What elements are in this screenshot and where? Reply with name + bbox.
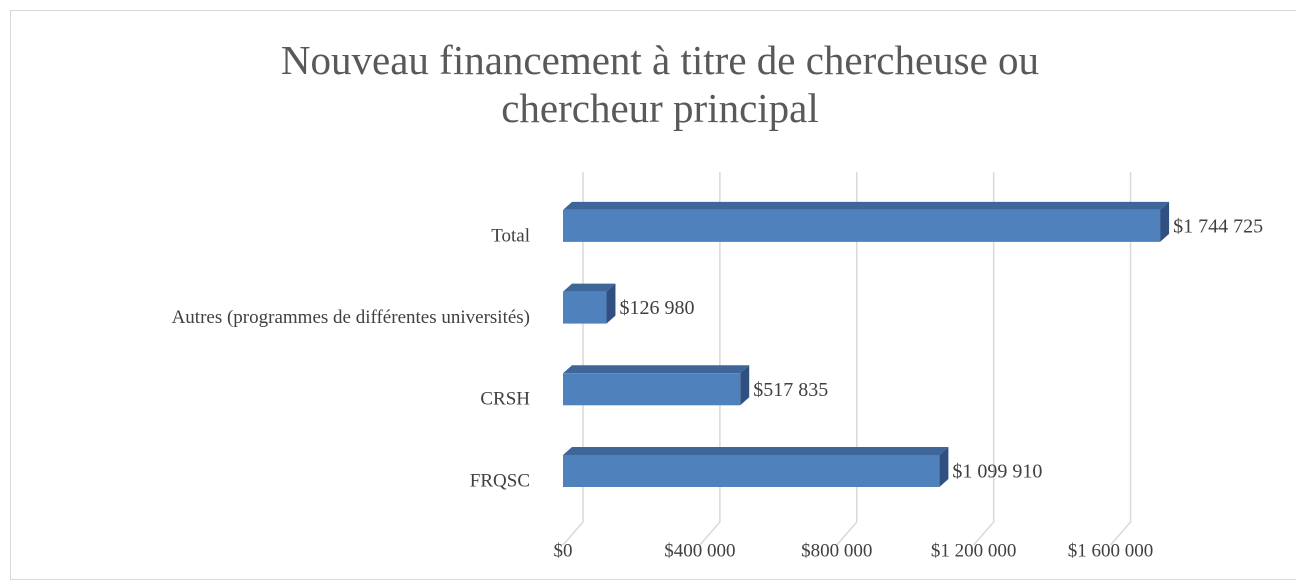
x-tick-label: $0: [554, 540, 573, 561]
x-tick-label: $400 000: [664, 540, 735, 561]
bar-side: [606, 283, 616, 324]
bar-side: [939, 447, 949, 487]
bar-top: [563, 447, 949, 455]
grid-line: [1109, 172, 1132, 546]
bar: [563, 455, 940, 487]
bar: [563, 291, 607, 324]
grid-line: [699, 172, 721, 546]
bar-side: [1160, 201, 1170, 242]
bar-side: [740, 365, 750, 406]
y-tick-label: FRQSC: [470, 470, 530, 491]
grid-line: [973, 172, 995, 546]
bar: [563, 373, 741, 406]
chart-title: Nouveau financement à titre de chercheus…: [280, 37, 1040, 131]
value-label: $1 744 725: [1173, 215, 1263, 237]
y-tick-label: Total: [491, 225, 530, 246]
y-tick-label: Autres (programmes de différentes univer…: [172, 307, 530, 328]
bar-top: [563, 201, 1170, 210]
bar: [563, 209, 1161, 242]
value-label: $517 835: [753, 379, 828, 401]
bar-top: [563, 365, 750, 374]
bar-top: [563, 283, 616, 292]
x-tick-label: $800 000: [801, 540, 872, 561]
value-label: $1 099 910: [952, 461, 1042, 483]
y-tick-label: CRSH: [480, 389, 530, 410]
x-tick-label: $1 600 000: [1068, 540, 1154, 561]
grid-line: [836, 172, 858, 546]
x-tick-label: $1 200 000: [931, 540, 1017, 561]
value-label: $126 980: [619, 297, 694, 319]
